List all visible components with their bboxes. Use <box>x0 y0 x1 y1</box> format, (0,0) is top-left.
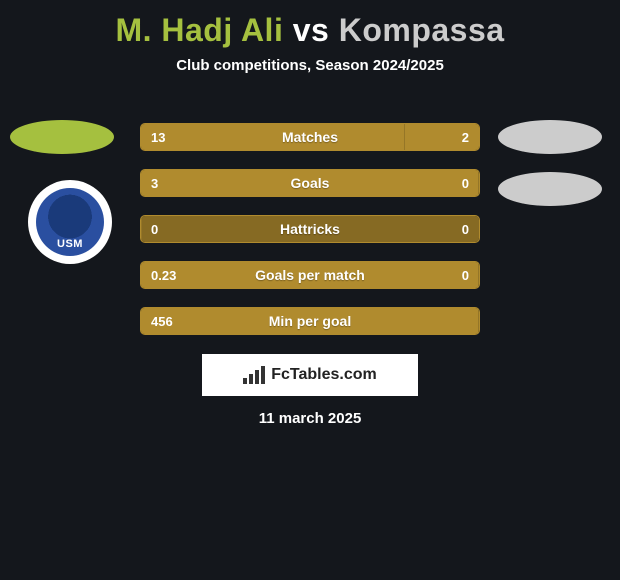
stat-label: Matches <box>141 124 479 150</box>
date-text: 11 march 2025 <box>0 410 620 427</box>
stat-row: 456Min per goal <box>140 307 480 335</box>
stat-label: Hattricks <box>141 216 479 242</box>
brand-text: FcTables.com <box>271 366 377 384</box>
player1-name: M. Hadj Ali <box>115 12 283 48</box>
stat-label: Goals per match <box>141 262 479 288</box>
player2-indicator <box>498 120 602 154</box>
page-title: M. Hadj Ali vs Kompassa <box>0 0 620 49</box>
vs-text: vs <box>293 12 330 48</box>
player2-club-badge <box>498 172 602 206</box>
stat-label: Min per goal <box>141 308 479 334</box>
stat-label: Goals <box>141 170 479 196</box>
stat-row: 30Goals <box>140 169 480 197</box>
brand-box: FcTables.com <box>202 354 418 396</box>
stat-bars: 132Matches 30Goals 00Hattricks 0.230Goals p… <box>140 123 480 353</box>
player2-name: Kompassa <box>339 12 505 48</box>
player1-indicator <box>10 120 114 154</box>
bars-icon <box>243 366 265 384</box>
subtitle: Club competitions, Season 2024/2025 <box>0 57 620 74</box>
stat-row: 132Matches <box>140 123 480 151</box>
player1-club-logo: USM <box>28 180 112 264</box>
stat-row: 0.230Goals per match <box>140 261 480 289</box>
club-logo-inner: USM <box>36 188 104 256</box>
club-logo-text: USM <box>36 238 104 250</box>
stat-row: 00Hattricks <box>140 215 480 243</box>
